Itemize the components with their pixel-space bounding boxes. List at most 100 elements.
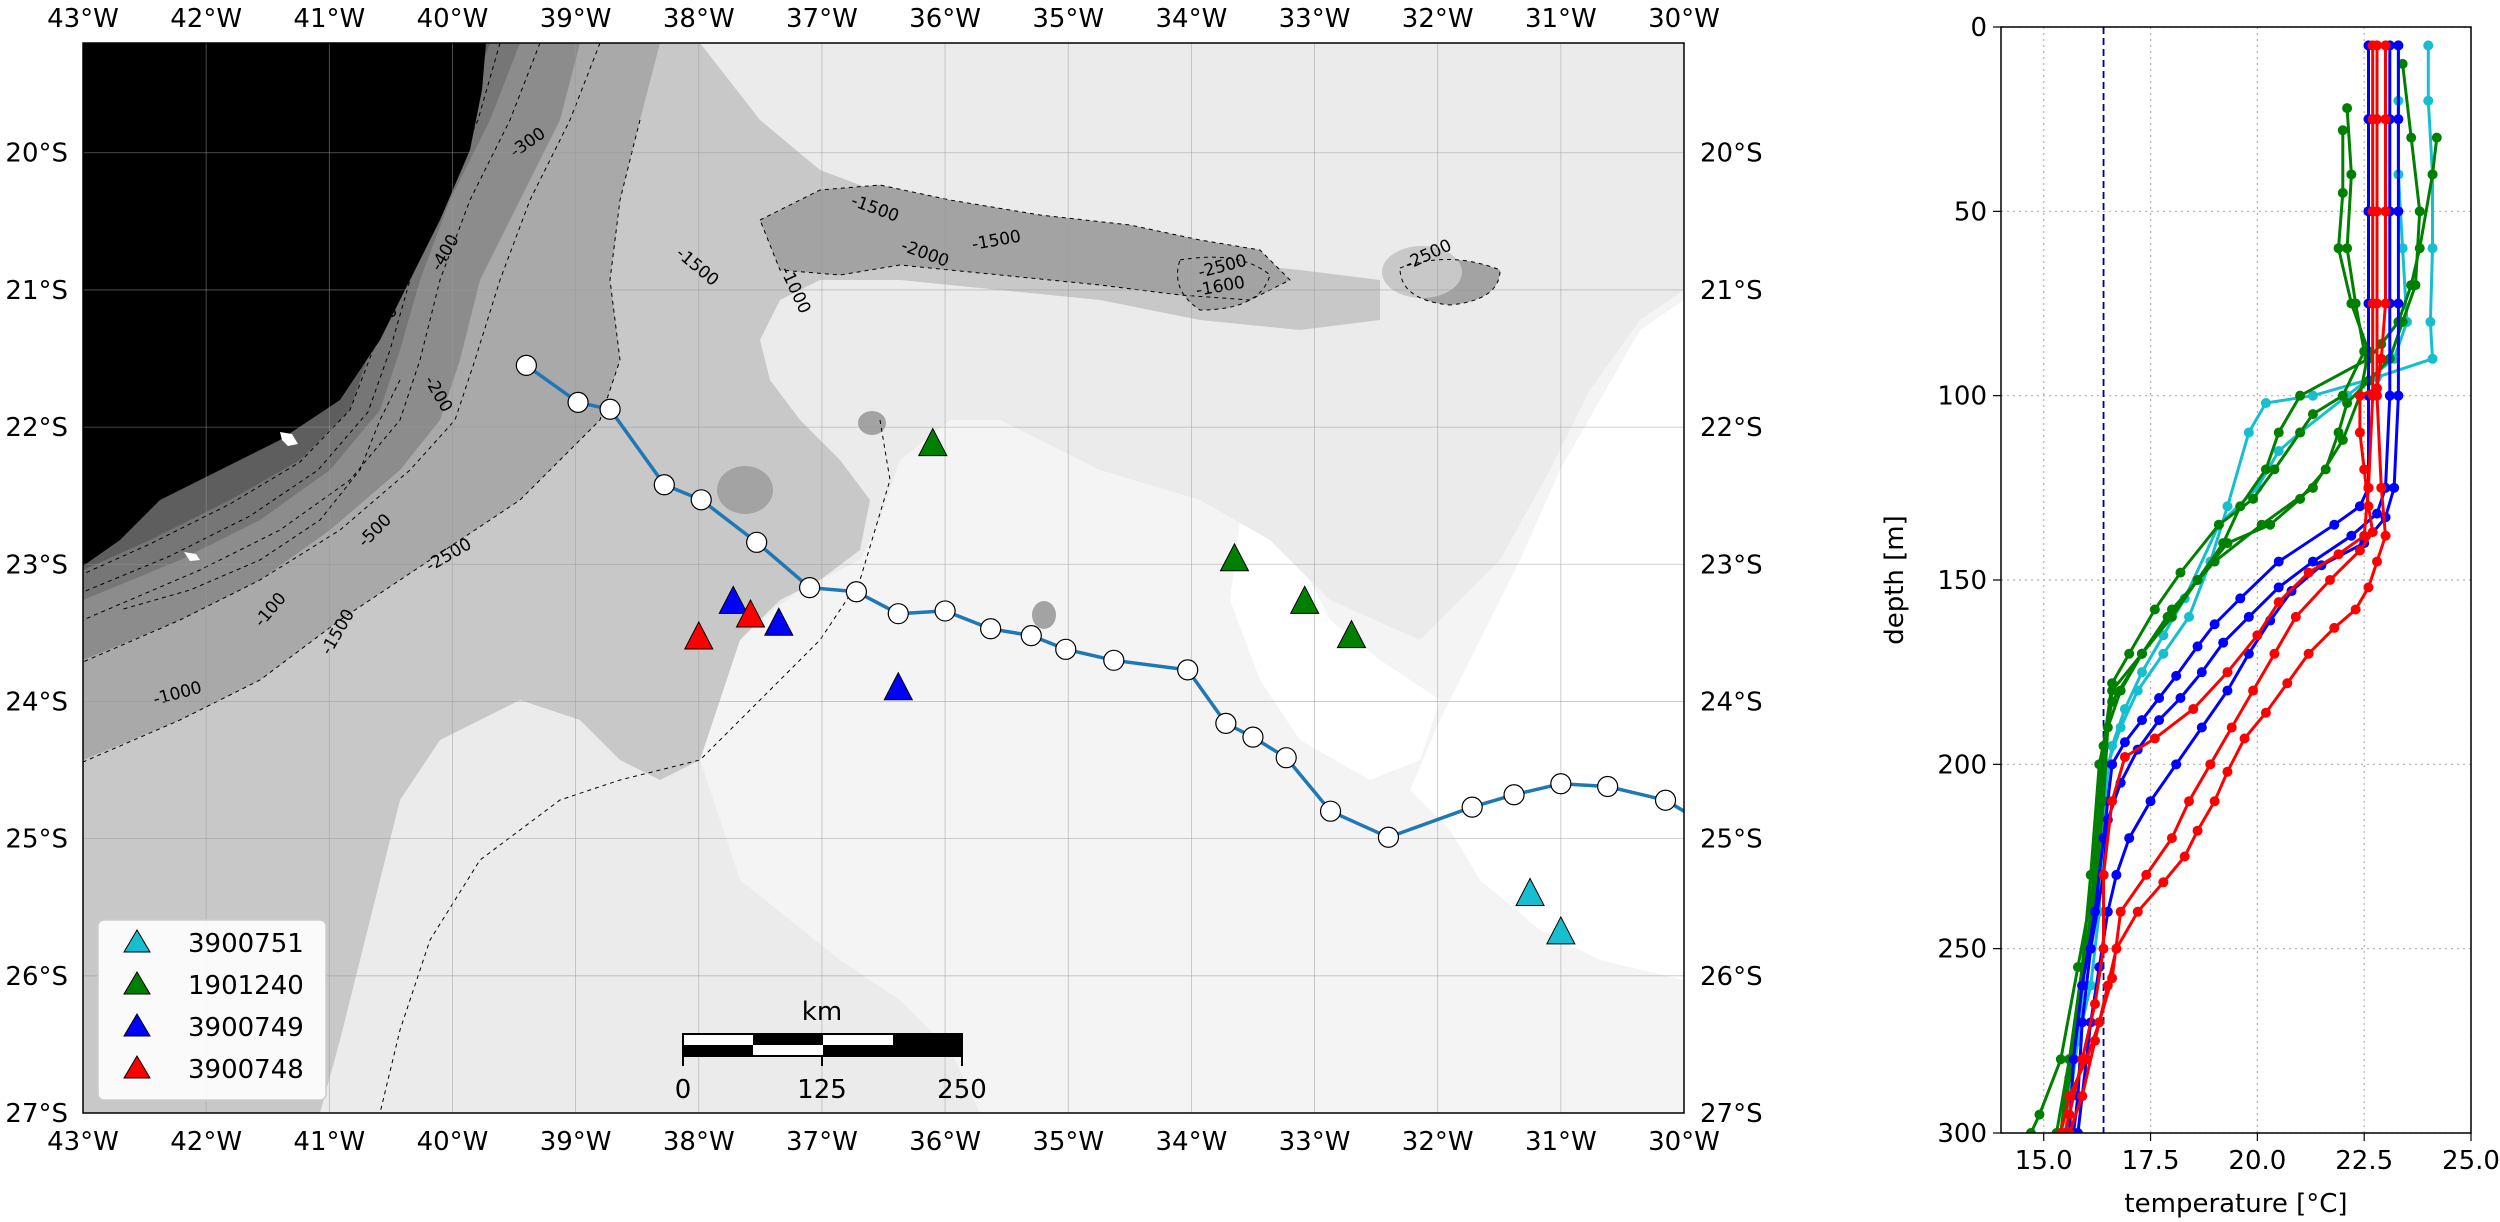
series-point bbox=[2342, 103, 2353, 114]
series-point bbox=[2171, 759, 2182, 770]
latitude-label: 24°S bbox=[1700, 687, 1763, 717]
longitude-label: 32°W bbox=[1402, 1127, 1474, 1157]
legend-triangle-icon bbox=[123, 929, 151, 953]
series-point bbox=[2107, 759, 2118, 770]
legend-label: 3900751 bbox=[188, 929, 304, 959]
float-marker bbox=[1546, 915, 1576, 945]
series-3900748 bbox=[2060, 40, 2378, 1133]
series-point bbox=[2295, 427, 2306, 438]
series-point bbox=[2107, 696, 2118, 707]
series-point bbox=[2303, 567, 2314, 578]
station-marker bbox=[1461, 796, 1483, 818]
series-point bbox=[2380, 298, 2391, 309]
longitude-label: 33°W bbox=[1279, 1127, 1351, 1157]
longitude-label: 41°W bbox=[293, 1127, 365, 1157]
legend: 3900751 1901240 3900749 3900748 bbox=[97, 919, 327, 1101]
series-point bbox=[2034, 1109, 2045, 1120]
x-axis-label: temperature [°C] bbox=[2124, 1189, 2347, 1219]
y-tick-label: 0 bbox=[1970, 13, 1987, 43]
station-marker bbox=[690, 489, 712, 511]
series-point bbox=[2132, 906, 2143, 917]
float-marker bbox=[718, 585, 749, 614]
series-point bbox=[2367, 206, 2378, 217]
series-point bbox=[2273, 582, 2284, 593]
latitude-label: 25°S bbox=[5, 825, 68, 855]
series-point bbox=[2290, 611, 2301, 622]
series-point bbox=[2273, 597, 2284, 608]
series-point bbox=[2427, 353, 2438, 364]
island-1 bbox=[280, 432, 298, 446]
series-point bbox=[2149, 604, 2160, 615]
float-positions bbox=[683, 427, 1576, 945]
series-point bbox=[2243, 427, 2254, 438]
series-point bbox=[2209, 556, 2220, 567]
series-point bbox=[2307, 390, 2318, 401]
series-point bbox=[2090, 998, 2100, 1009]
seamount-e bbox=[858, 411, 886, 435]
series-point bbox=[2333, 549, 2344, 560]
series-point bbox=[2119, 751, 2130, 762]
series-point bbox=[2393, 298, 2404, 309]
series-point bbox=[2158, 648, 2169, 659]
series-point bbox=[2239, 733, 2250, 744]
series-point bbox=[2068, 1054, 2079, 1065]
series-point bbox=[2354, 545, 2365, 556]
series-point bbox=[2175, 567, 2186, 578]
station-marker bbox=[746, 531, 768, 553]
series-point bbox=[2222, 766, 2233, 777]
series-point bbox=[2329, 519, 2340, 530]
series-point bbox=[2342, 243, 2353, 254]
float-marker bbox=[883, 671, 914, 701]
station-marker bbox=[1055, 638, 1077, 660]
latitude-label: 20°S bbox=[1700, 139, 1763, 169]
station-marker bbox=[980, 618, 1002, 640]
float-marker bbox=[1515, 877, 1545, 907]
x-tick-label: 25.0 bbox=[2442, 1146, 2500, 1176]
series-point bbox=[2380, 530, 2391, 541]
series-point bbox=[2235, 593, 2246, 604]
series-point bbox=[2282, 678, 2293, 689]
series-point bbox=[2124, 648, 2135, 659]
longitude-labels-top: 43°W 42°W 41°W 40°W 39°W 38°W 37°W 36°W 35°W 34°W… bbox=[47, 4, 1720, 34]
float-marker bbox=[683, 620, 714, 650]
series-point bbox=[2145, 796, 2156, 807]
latitude-label: 26°S bbox=[5, 962, 68, 992]
station-marker bbox=[1275, 747, 1297, 769]
legend-triangle-icon bbox=[123, 1055, 151, 1079]
series-point bbox=[2380, 40, 2391, 51]
bathymetry-layers: -300 -400 -100 -200 -500 -2500 -100 -150… bbox=[83, 43, 1684, 1113]
series-point bbox=[2367, 390, 2378, 401]
station-marker bbox=[799, 577, 821, 599]
series-point bbox=[2179, 851, 2190, 862]
series-3900748 bbox=[2064, 40, 2391, 1133]
series-point bbox=[2393, 390, 2404, 401]
seamount-d bbox=[717, 466, 773, 514]
station-marker bbox=[1654, 789, 1677, 811]
series-point bbox=[2380, 206, 2391, 217]
latitude-label: 23°S bbox=[1700, 550, 1763, 580]
station-marker bbox=[1242, 726, 1264, 748]
longitude-label: 37°W bbox=[786, 1127, 858, 1157]
station-marker bbox=[1597, 775, 1619, 798]
series-point bbox=[2273, 445, 2284, 456]
series-point bbox=[2367, 298, 2378, 309]
series-point bbox=[2137, 648, 2147, 659]
series-point bbox=[2363, 582, 2374, 593]
series-point bbox=[2337, 390, 2348, 401]
series-line bbox=[2063, 45, 2375, 1133]
series-point bbox=[2252, 630, 2263, 641]
longitude-labels-bottom: 43°W 42°W 41°W 40°W 39°W 38°W 37°W 36°W 35°W 34°W… bbox=[47, 1127, 1720, 1157]
legend-label: 3900748 bbox=[188, 1055, 304, 1085]
series-point bbox=[2077, 1091, 2088, 1102]
series-point bbox=[2085, 869, 2096, 880]
longitude-label: 40°W bbox=[417, 1127, 489, 1157]
float-marker bbox=[735, 598, 766, 628]
x-tick-label: 20.0 bbox=[2228, 1146, 2286, 1176]
isobaths bbox=[83, 43, 1501, 1113]
series-point bbox=[2393, 40, 2404, 51]
series-point bbox=[2119, 737, 2130, 748]
series-point bbox=[2350, 604, 2361, 615]
latitude-label: 22°S bbox=[1700, 413, 1763, 443]
longitude-label: 31°W bbox=[1525, 1127, 1597, 1157]
series-point bbox=[2393, 114, 2404, 125]
